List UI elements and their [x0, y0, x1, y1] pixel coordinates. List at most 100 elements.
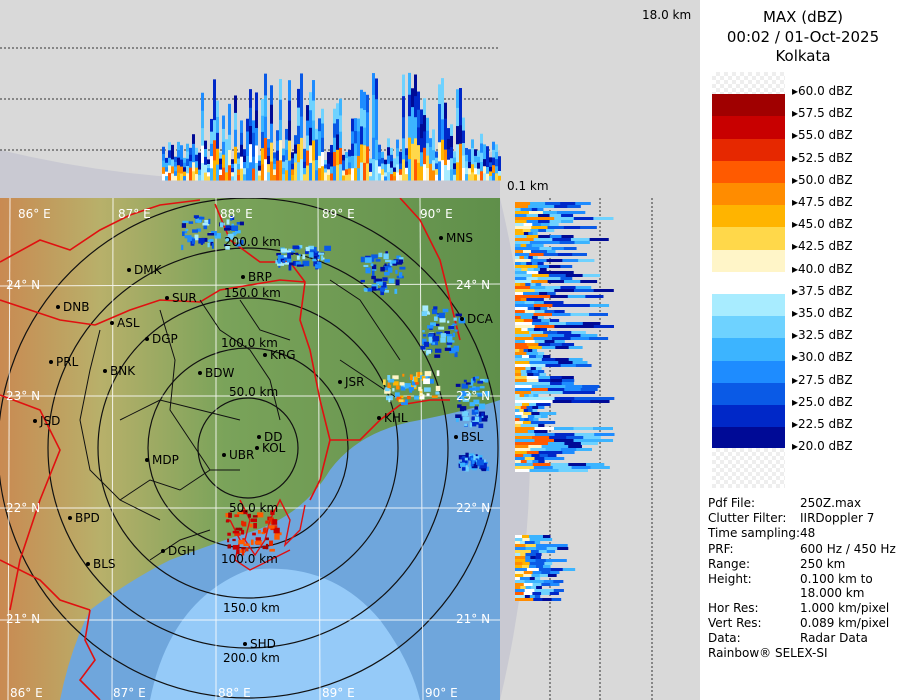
echo-cell	[515, 283, 521, 286]
echo-cell	[473, 462, 477, 467]
echo-cell	[354, 118, 357, 132]
echo-cell	[531, 244, 538, 247]
echo-cell	[250, 539, 254, 545]
echo-cell	[273, 168, 276, 175]
echo-cell	[549, 271, 563, 274]
echo-cell	[468, 149, 471, 156]
echo-cell	[201, 127, 204, 146]
echo-cell	[285, 169, 288, 181]
echo-cell	[447, 138, 450, 150]
echo-cell	[237, 174, 240, 181]
station-label: ASL	[117, 316, 140, 330]
echo-cell	[538, 451, 551, 454]
echo-cell	[537, 316, 544, 319]
echo-cell	[198, 238, 205, 244]
echo-cell	[264, 116, 267, 138]
echo-cell	[462, 416, 470, 421]
echo-cell	[306, 165, 309, 181]
echo-cell	[267, 171, 270, 181]
echo-cell	[195, 218, 202, 223]
echo-cell	[537, 562, 545, 565]
echo-cell	[532, 295, 551, 298]
echo-cell	[462, 457, 468, 464]
echo-cell	[571, 400, 591, 403]
echo-cell	[529, 403, 537, 406]
echo-cell	[162, 173, 165, 181]
echo-cell	[520, 406, 528, 409]
echo-cell	[515, 358, 529, 361]
echo-cell	[177, 149, 180, 158]
echo-cell	[444, 133, 447, 150]
echo-cell	[342, 159, 345, 166]
echo-cell	[515, 439, 536, 442]
echo-cell	[486, 166, 489, 174]
echo-cell	[274, 534, 280, 540]
echo-cell	[570, 313, 590, 316]
echo-cell	[305, 249, 309, 254]
echo-cell	[387, 267, 393, 273]
echo-cell	[526, 451, 540, 454]
echo-cell	[519, 349, 525, 352]
echo-cell	[384, 389, 391, 394]
echo-cell	[529, 565, 537, 568]
echo-cell	[165, 171, 168, 177]
echo-cell	[380, 266, 385, 272]
echo-cell	[541, 571, 551, 574]
echo-cell	[339, 98, 342, 116]
echo-cell	[548, 385, 566, 388]
echo-cell	[461, 467, 467, 471]
echo-cell	[530, 286, 546, 289]
scale-swatch	[712, 294, 785, 318]
echo-cell	[180, 145, 183, 153]
echo-cell	[385, 395, 393, 401]
echo-cell	[586, 463, 605, 466]
echo-cell	[539, 574, 549, 577]
echo-cell	[168, 164, 171, 173]
echo-cell	[241, 549, 245, 556]
echo-cell	[222, 115, 225, 129]
echo-cell	[519, 256, 525, 259]
echo-cell	[228, 119, 231, 135]
echo-cell	[294, 162, 297, 172]
echo-cell	[526, 376, 539, 379]
echo-cell	[423, 114, 426, 132]
echo-cell	[187, 236, 194, 243]
echo-cell	[294, 144, 297, 154]
echo-cell	[285, 128, 288, 140]
echo-cell	[372, 73, 375, 95]
scale-label: ▸25.0 dBZ	[792, 394, 853, 409]
echo-cell	[515, 337, 535, 340]
echo-cell	[270, 161, 273, 181]
echo-cell	[210, 239, 214, 246]
echo-cell	[550, 379, 563, 382]
echo-cell	[540, 307, 548, 310]
echo-cell	[537, 265, 550, 268]
echo-cell	[426, 130, 429, 144]
echo-cell	[182, 231, 185, 237]
echo-cell	[468, 155, 471, 163]
echo-cell	[210, 155, 213, 169]
echo-cell	[213, 159, 216, 181]
echo-cell	[515, 202, 531, 205]
echo-cell	[162, 146, 165, 154]
echo-cell	[333, 151, 336, 167]
echo-cell	[308, 252, 314, 258]
echo-cell	[545, 202, 561, 205]
echo-cell	[411, 161, 414, 181]
echo-cell	[162, 160, 165, 168]
echo-cell	[265, 520, 269, 524]
echo-cell	[483, 172, 486, 181]
echo-cell	[168, 142, 171, 151]
echo-cell	[515, 205, 529, 208]
echo-cell	[450, 168, 453, 181]
echo-cell	[515, 550, 524, 553]
echo-cell	[465, 147, 468, 155]
scale-label: ▸52.5 dBZ	[792, 150, 853, 165]
echo-cell	[515, 232, 520, 235]
echo-cell	[540, 415, 548, 418]
station-label: UBR	[229, 448, 254, 462]
echo-cell	[573, 439, 594, 442]
scale-label: ▸20.0 dBZ	[792, 439, 853, 454]
echo-cell	[402, 74, 405, 97]
echo-cell	[531, 262, 539, 265]
